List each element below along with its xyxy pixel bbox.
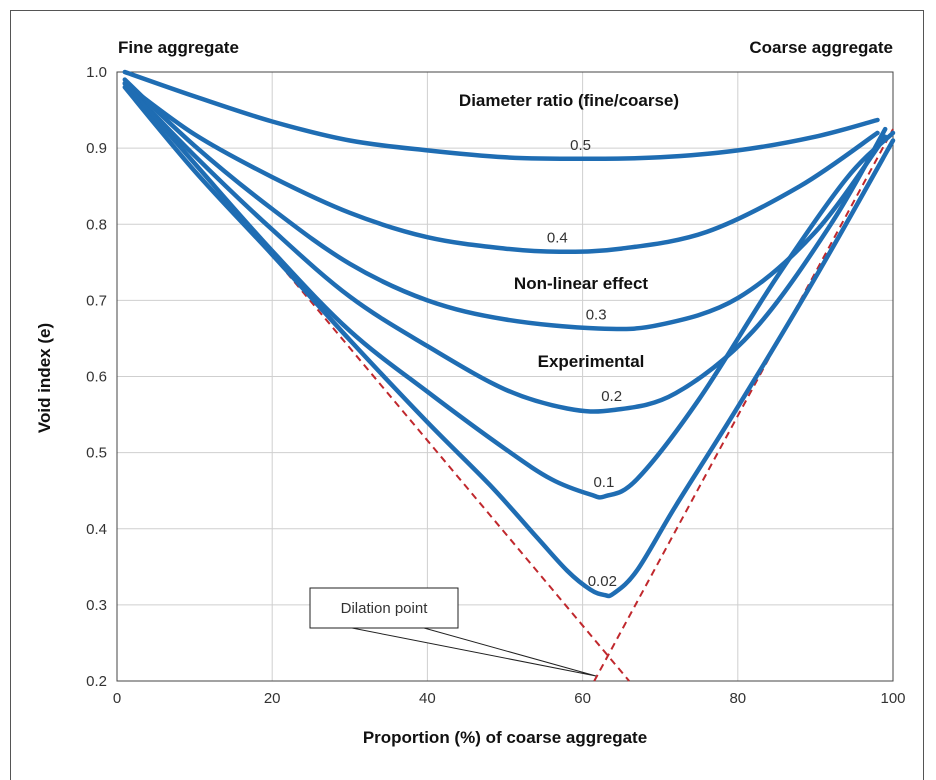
series-label-0-1: 0.1: [593, 474, 614, 491]
dilation-callout-label: Dilation point: [341, 600, 429, 617]
annotation-nonlinear: Non-linear effect: [514, 274, 648, 293]
y-axis-title: Void index (e): [35, 323, 54, 433]
y-tick-label: 0.3: [86, 597, 107, 614]
series-line-0-2: [122, 81, 888, 414]
grid: [116, 71, 894, 682]
reference-line-2: [593, 128, 894, 682]
y-tick-label: 0.8: [86, 216, 107, 233]
series-lines: 0.5 0.4 0.3 0.2 0.1 0.02: [122, 69, 896, 599]
reference-lines: [123, 78, 894, 682]
y-tick-label: 0.9: [86, 140, 107, 157]
plot-border: [116, 71, 894, 682]
y-tick-label: 0.6: [86, 369, 107, 386]
annotation-experimental: Experimental: [538, 352, 645, 371]
x-tick-label: 80: [729, 690, 746, 707]
series-line-0-4: [122, 81, 880, 254]
series-label-0-2: 0.2: [601, 388, 622, 405]
x-tick-label: 0: [113, 690, 121, 707]
y-tick-label: 0.4: [86, 521, 107, 538]
series-label-0-02: 0.02: [588, 573, 617, 590]
series-label-0-4: 0.4: [547, 230, 568, 247]
y-tick-label: 0.7: [86, 292, 107, 309]
y-tick-label: 0.5: [86, 445, 107, 462]
y-tick-label: 0.2: [86, 673, 107, 690]
dilation-callout: Dilation point: [309, 587, 597, 677]
tick-labels: 0 20 40 60 80 100 0.2 0.3 0.4 0.5 0.6 0.7 0.8 0.9 1.0: [86, 64, 905, 707]
dilation-callout-box: [309, 587, 459, 629]
series-line-0-3: [122, 77, 888, 332]
corner-label-right: Coarse aggregate: [749, 38, 893, 57]
series-line-0-5: [122, 69, 880, 162]
series-label-0-3: 0.3: [586, 307, 607, 324]
corner-label-left: Fine aggregate: [118, 38, 239, 57]
x-tick-label: 60: [574, 690, 591, 707]
x-tick-label: 100: [880, 690, 905, 707]
annotation-legend-title: Diameter ratio (fine/coarse): [459, 91, 679, 110]
figure-frame: [10, 10, 924, 780]
x-tick-label: 20: [264, 690, 281, 707]
series-line-0-1: [122, 81, 896, 500]
x-tick-label: 40: [419, 690, 436, 707]
series-label-0-5: 0.5: [570, 137, 591, 154]
series-line-0-02: [122, 84, 896, 599]
x-axis-title: Proportion (%) of coarse aggregate: [363, 728, 647, 747]
y-tick-label: 1.0: [86, 64, 107, 81]
dilation-callout-pointer: [351, 627, 597, 677]
reference-line-1: [123, 78, 630, 682]
